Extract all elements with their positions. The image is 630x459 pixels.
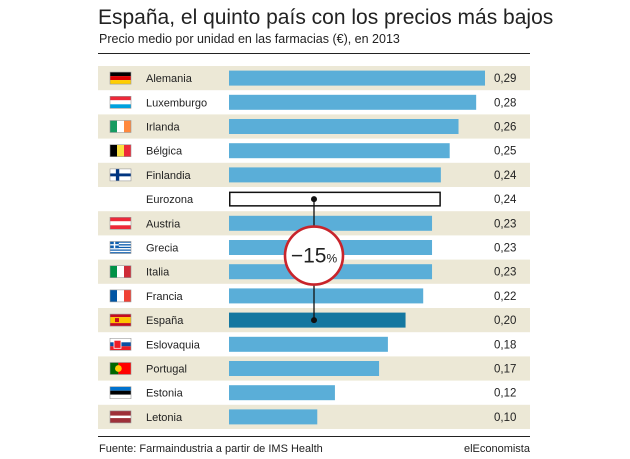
italy-flag xyxy=(109,265,132,279)
austria-flag xyxy=(109,217,132,230)
value-label: 0,12 xyxy=(494,388,516,400)
value-label: 0,23 xyxy=(494,267,516,279)
value-label: 0,25 xyxy=(494,146,516,158)
value-label: 0,29 xyxy=(494,73,516,85)
bar xyxy=(229,119,459,134)
category-label: Finlandia xyxy=(146,170,192,182)
category-label: Bélgica xyxy=(146,146,183,158)
top-rule xyxy=(98,53,530,54)
category-label: Irlanda xyxy=(146,122,181,134)
bar xyxy=(229,312,406,328)
category-label: Portugal xyxy=(146,364,187,376)
category-label: Grecia xyxy=(146,243,179,255)
value-label: 0,26 xyxy=(494,122,516,134)
value-label: 0,20 xyxy=(494,315,516,327)
bottom-rule xyxy=(98,436,530,437)
brand-logo: elEconomista xyxy=(463,443,530,455)
value-label: 0,23 xyxy=(494,218,516,230)
category-label: Eslovaquia xyxy=(146,339,201,351)
slovakia-flag xyxy=(109,337,132,351)
bar xyxy=(229,385,335,401)
bar xyxy=(229,191,441,207)
ireland-flag xyxy=(109,120,132,133)
value-label: 0,24 xyxy=(494,194,517,206)
category-label: Eurozona xyxy=(146,194,194,206)
finland-flag xyxy=(109,168,132,182)
chart-title: España, el quinto país con los precios m… xyxy=(98,6,554,29)
greece-flag xyxy=(109,241,132,254)
value-label: 0,18 xyxy=(494,339,516,351)
bar xyxy=(229,336,388,352)
category-label: Austria xyxy=(146,218,181,230)
spain-flag xyxy=(109,313,132,327)
germany-flag xyxy=(109,71,132,85)
category-label: Italia xyxy=(146,267,170,279)
callout-label: −15% xyxy=(291,245,338,268)
belgium-flag xyxy=(109,144,132,157)
bar xyxy=(229,361,380,376)
category-label: Letonia xyxy=(146,412,183,424)
portugal-flag xyxy=(109,362,132,375)
bar xyxy=(229,167,441,183)
category-label: España xyxy=(146,315,184,327)
value-label: 0,23 xyxy=(494,243,516,255)
value-label: 0,22 xyxy=(494,291,516,303)
source-note: Fuente: Farmaindustria a partir de IMS H… xyxy=(99,443,323,455)
callout-circle xyxy=(283,225,345,286)
bar xyxy=(229,409,318,425)
category-label: Luxemburgo xyxy=(146,97,207,109)
annotation-dot xyxy=(311,196,317,203)
category-label: Alemania xyxy=(146,73,193,85)
value-label: 0,24 xyxy=(494,170,517,182)
category-label: Estonia xyxy=(146,388,184,400)
luxembourg-flag xyxy=(109,96,132,109)
bar xyxy=(229,70,485,86)
france-flag xyxy=(109,289,132,303)
chart-subtitle: Precio medio por unidad en las farmacias… xyxy=(99,32,400,46)
latvia-flag xyxy=(109,410,132,424)
bar xyxy=(229,94,477,110)
bar xyxy=(229,215,433,231)
bar xyxy=(229,288,424,304)
value-label: 0,10 xyxy=(494,412,516,424)
value-label: 0,17 xyxy=(494,364,516,376)
bar xyxy=(229,143,450,159)
annotation-dot xyxy=(311,317,317,324)
estonia-flag xyxy=(109,386,132,400)
category-label: Francia xyxy=(146,291,184,303)
value-label: 0,28 xyxy=(494,97,516,109)
